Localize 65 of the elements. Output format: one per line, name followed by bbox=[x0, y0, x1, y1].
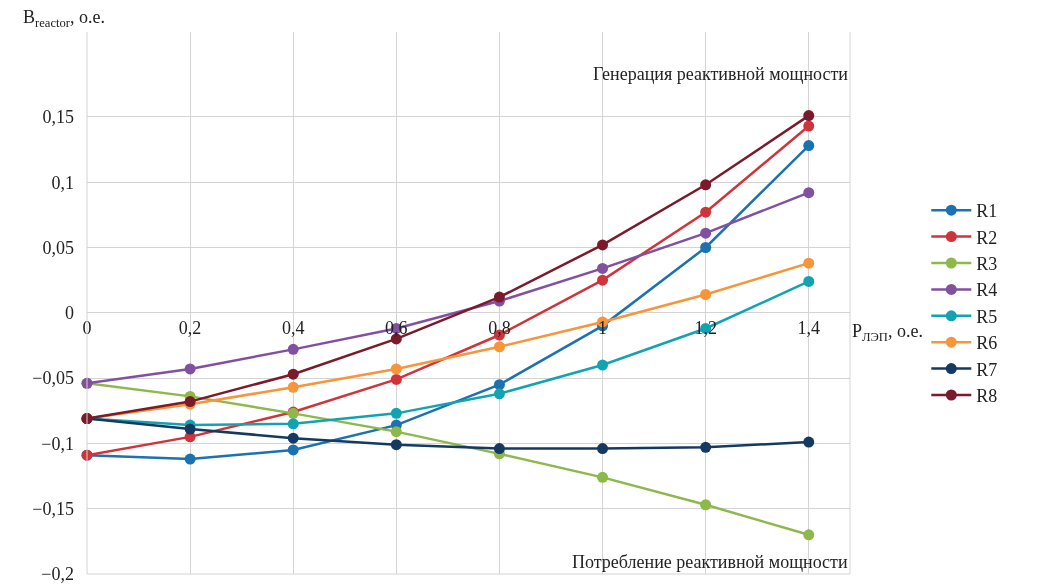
point bbox=[803, 275, 815, 287]
point bbox=[700, 227, 712, 239]
annotation: Генерация реактивной мощности bbox=[593, 64, 849, 84]
y-tick-label: 0,05 bbox=[42, 237, 74, 258]
y-tick-label: −0,05 bbox=[32, 368, 74, 389]
point bbox=[597, 274, 609, 286]
x-axis-title: P$_{ЛЭП}$, о.е. bbox=[852, 321, 923, 344]
point bbox=[700, 499, 712, 511]
point bbox=[597, 359, 609, 371]
legend-label: R8 bbox=[976, 386, 998, 407]
point bbox=[803, 110, 815, 122]
x-tick-label: 1,4 bbox=[797, 317, 821, 338]
point bbox=[803, 187, 815, 199]
point bbox=[184, 423, 196, 435]
annotation: Потребление реактивной мощности bbox=[572, 552, 848, 572]
point bbox=[597, 239, 609, 251]
point bbox=[700, 206, 712, 218]
point bbox=[287, 418, 299, 430]
legend-label: R2 bbox=[976, 227, 998, 248]
legend-label: R7 bbox=[976, 359, 998, 380]
x-tick-label: 1 bbox=[598, 317, 608, 338]
point bbox=[390, 373, 402, 385]
point bbox=[597, 471, 609, 483]
point bbox=[803, 529, 815, 541]
legend-label: R5 bbox=[976, 306, 998, 327]
y-tick-label: −0,1 bbox=[41, 433, 74, 454]
y-axis-title: B$_{reactor}$, о.е. bbox=[23, 7, 105, 30]
point bbox=[700, 241, 712, 253]
x-tick-label: 0,4 bbox=[281, 317, 305, 338]
point bbox=[493, 379, 505, 391]
point bbox=[597, 443, 609, 455]
point bbox=[287, 368, 299, 380]
point bbox=[493, 388, 505, 400]
point bbox=[184, 363, 196, 375]
point bbox=[390, 407, 402, 419]
point bbox=[287, 444, 299, 456]
point bbox=[287, 381, 299, 393]
y-tick-label: 0,15 bbox=[42, 107, 74, 128]
legend-label: R4 bbox=[976, 280, 998, 301]
x-tick-label: 0 bbox=[82, 317, 92, 338]
y-tick-label: 0 bbox=[65, 303, 74, 324]
point bbox=[803, 257, 815, 269]
point bbox=[803, 140, 815, 152]
y-tick-label: 0,1 bbox=[51, 172, 74, 193]
point bbox=[493, 443, 505, 455]
point bbox=[597, 262, 609, 274]
x-tick-label: 0,2 bbox=[178, 317, 202, 338]
point bbox=[803, 436, 815, 448]
point bbox=[390, 439, 402, 451]
point bbox=[700, 179, 712, 191]
point bbox=[287, 432, 299, 444]
point bbox=[700, 441, 712, 453]
point bbox=[390, 363, 402, 375]
legend-label: R6 bbox=[976, 333, 998, 354]
legend-label: R3 bbox=[976, 254, 998, 275]
y-tick-label: −0,2 bbox=[41, 564, 74, 585]
point bbox=[700, 289, 712, 301]
point bbox=[184, 453, 196, 465]
y-tick-label: −0,15 bbox=[32, 499, 74, 519]
point bbox=[390, 426, 402, 438]
point bbox=[493, 341, 505, 353]
point bbox=[287, 343, 299, 355]
legend-label: R1 bbox=[976, 201, 998, 222]
point bbox=[803, 120, 815, 132]
point bbox=[493, 291, 505, 303]
